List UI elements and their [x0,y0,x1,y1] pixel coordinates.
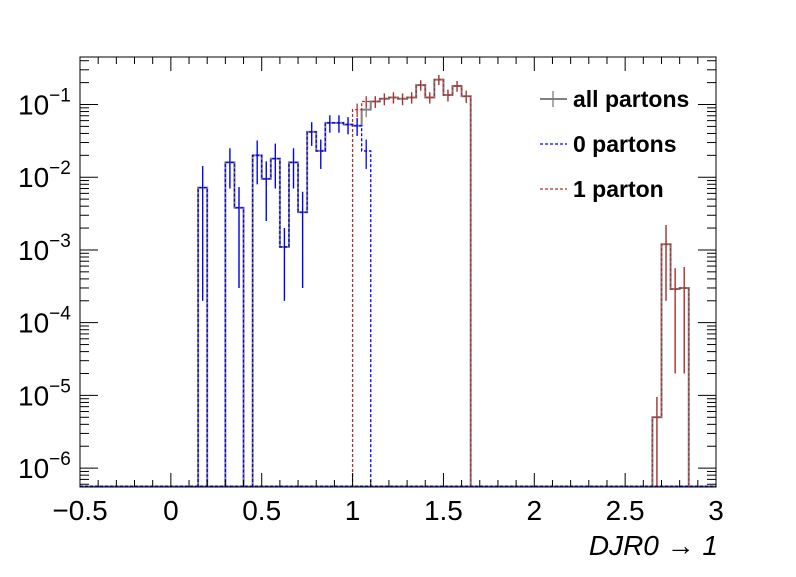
x-tick-label: −0.5 [52,495,107,526]
legend-item: 1 parton [540,176,664,202]
legend-item: 0 partons [540,131,677,157]
series-0-partons [80,115,716,487]
x-tick-label: 0 [163,495,179,526]
legend-label: 1 parton [573,176,664,202]
legend-label: 0 partons [573,131,677,157]
y-tick-label: 10−3 [18,231,71,266]
y-tick-label: 10−5 [18,376,71,411]
series-layer [80,74,716,487]
x-tick-label: 2 [526,495,542,526]
x-axis-title: DJR0 → 1 [589,530,718,561]
y-tick-label: 10−6 [18,449,71,484]
x-tick-label: 2.5 [606,495,645,526]
histogram-steps [197,122,372,487]
x-tick-label: 1 [345,495,361,526]
y-tick-label: 10−1 [18,86,71,121]
legend: all partons 0 partons 1 parton [540,86,689,202]
x-axis: −0.5 0 0.5 1 1.5 2 2.5 3 [52,57,724,526]
legend-label: all partons [573,86,689,112]
plot-frame [79,56,717,488]
y-tick-label: 10−4 [18,304,71,339]
x-tick-label: 0.5 [242,495,281,526]
y-axis: 10−6 10−5 10−4 10−3 10−2 10−1 [18,60,716,485]
legend-item: all partons [540,86,689,112]
x-tick-label: 3 [708,495,724,526]
x-tick-label: 1.5 [424,495,463,526]
y-tick-label: 10−2 [18,158,71,193]
